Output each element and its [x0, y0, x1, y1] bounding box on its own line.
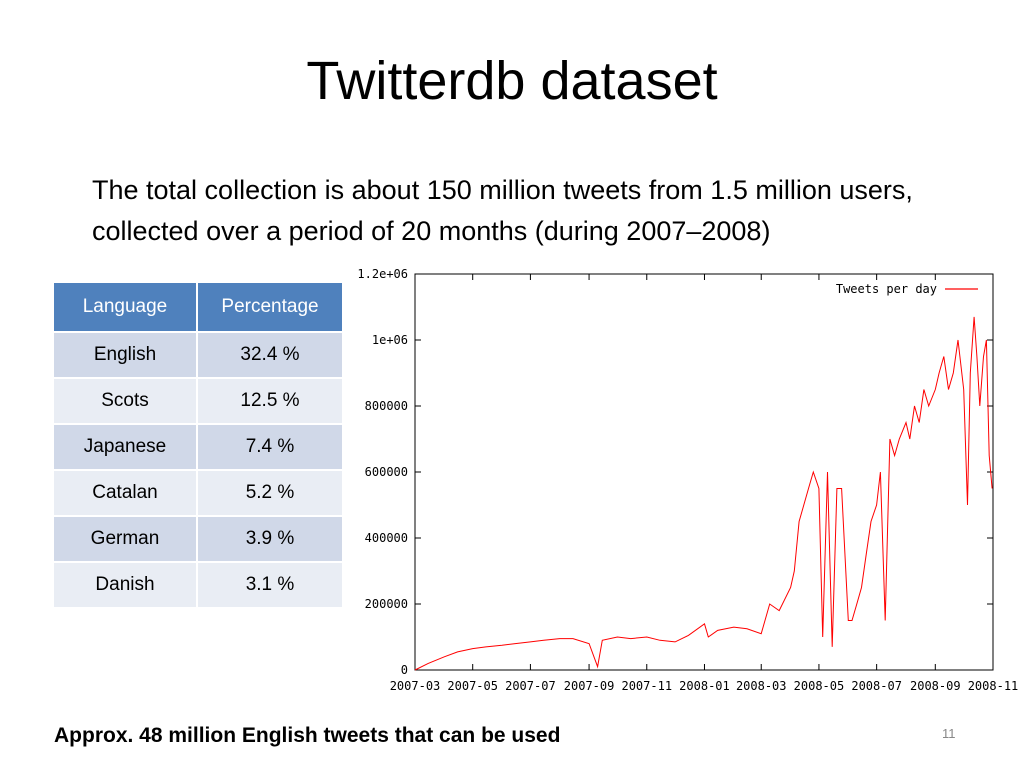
header-percentage: Percentage: [196, 281, 344, 333]
slide-title: Twitterdb dataset: [306, 51, 718, 111]
body-text: The total collection is about 150 millio…: [92, 175, 913, 246]
y-tick-label: 1.2e+06: [357, 267, 408, 281]
legend: Tweets per day: [836, 282, 978, 296]
series-layer: [414, 316, 993, 671]
x-tick-label: 2007-11: [621, 679, 672, 693]
axis-ticks: 0 200000 400000 600000 800000 1e+06 1.2e+06 200…: [357, 267, 1018, 693]
y-tick-label: 400000: [365, 531, 408, 545]
table-row: Japanese 7.4 %: [52, 423, 344, 471]
x-tick-label: 2007-05: [447, 679, 498, 693]
language-table: Language Percentage English 32.4 % Scots…: [52, 281, 344, 609]
y-tick-label: 1e+06: [372, 333, 408, 347]
table-row: Catalan 5.2 %: [52, 469, 344, 517]
x-tick-label: 2007-09: [564, 679, 615, 693]
x-tick-label: 2008-11: [968, 679, 1018, 693]
y-tick-label: 600000: [365, 465, 408, 479]
cell-percentage: 7.4 %: [196, 423, 344, 471]
tweets-per-day-chart: 0 200000 400000 600000 800000 1e+06 1.2e+06 200…: [357, 267, 1018, 693]
cell-language: German: [52, 515, 198, 563]
legend-label: Tweets per day: [836, 282, 937, 296]
page-number: 11: [942, 726, 956, 741]
header-language: Language: [52, 281, 198, 333]
series-line-0: [414, 316, 993, 671]
footer-note: Approx. 48 million English tweets that c…: [54, 724, 561, 747]
x-tick-label: 2008-07: [851, 679, 902, 693]
cell-language: Danish: [52, 561, 198, 609]
y-tick-label: 0: [401, 663, 408, 677]
table-header-row: Language Percentage: [52, 281, 344, 333]
x-tick-label: 2008-05: [794, 679, 845, 693]
cell-percentage: 5.2 %: [196, 469, 344, 517]
cell-percentage: 3.9 %: [196, 515, 344, 563]
cell-percentage: 3.1 %: [196, 561, 344, 609]
cell-language: Scots: [52, 377, 198, 425]
x-tick-label: 2007-07: [505, 679, 556, 693]
cell-language: Japanese: [52, 423, 198, 471]
cell-percentage: 32.4 %: [196, 331, 344, 379]
y-tick-label: 200000: [365, 597, 408, 611]
x-tick-label: 2008-03: [736, 679, 787, 693]
table-row: Scots 12.5 %: [52, 377, 344, 425]
x-tick-label: 2007-03: [390, 679, 441, 693]
table-row: Danish 3.1 %: [52, 561, 344, 609]
x-tick-label: 2008-09: [910, 679, 961, 693]
x-tick-label: 2008-01: [679, 679, 730, 693]
cell-language: English: [52, 331, 198, 379]
plot-frame: [414, 273, 994, 671]
y-tick-label: 800000: [365, 399, 408, 413]
cell-language: Catalan: [52, 469, 198, 517]
table-row: German 3.9 %: [52, 515, 344, 563]
cell-percentage: 12.5 %: [196, 377, 344, 425]
table-row: English 32.4 %: [52, 331, 344, 379]
